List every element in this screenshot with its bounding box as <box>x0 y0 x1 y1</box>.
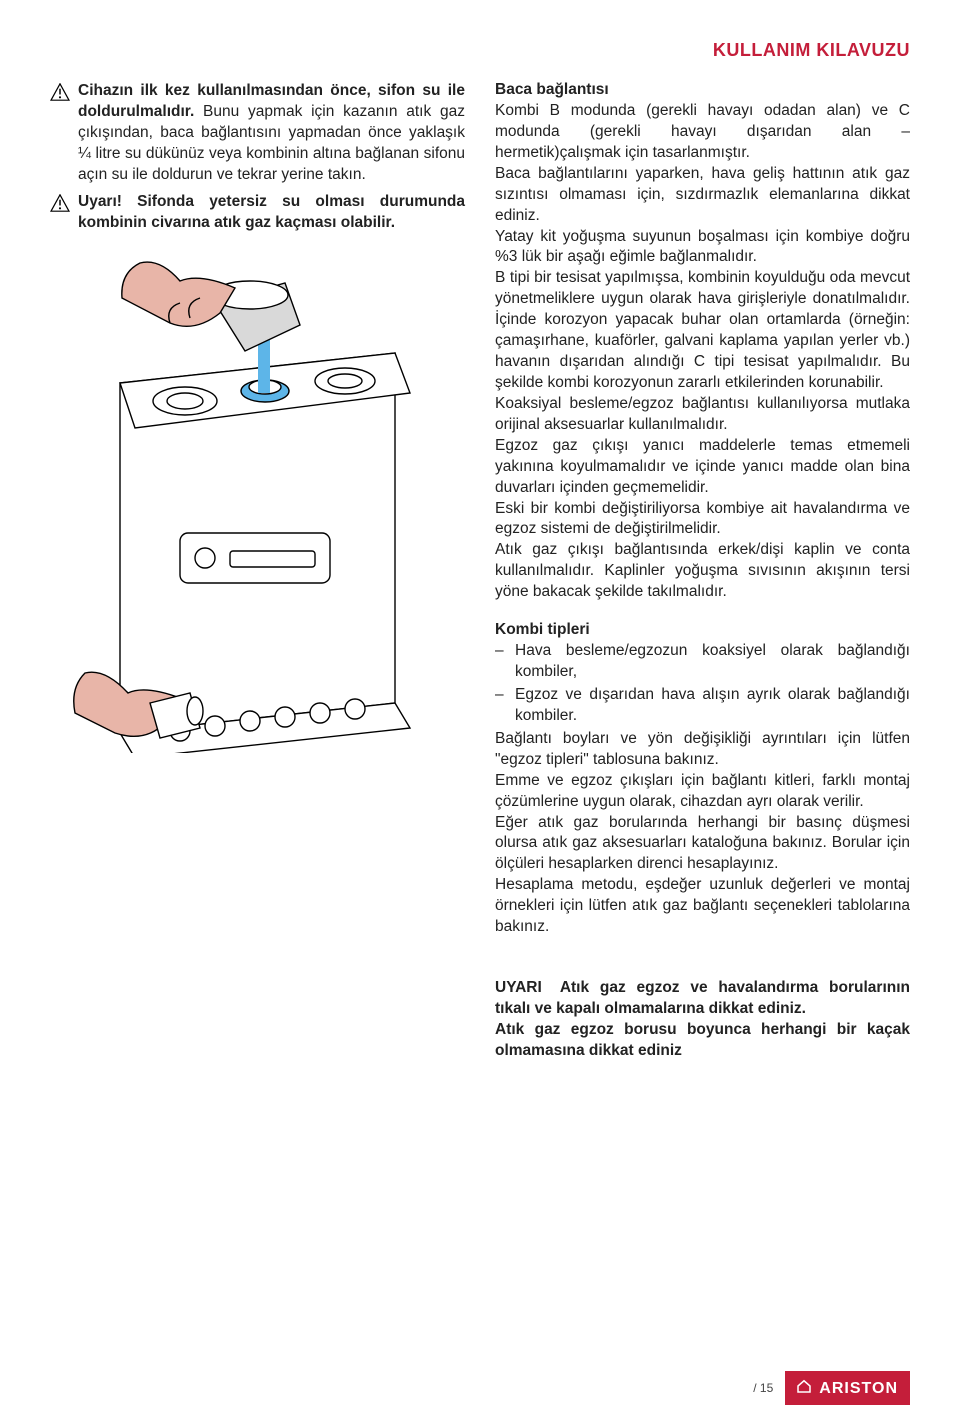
page-footer: / 15 ARISTON <box>753 1371 910 1405</box>
sec1-body: Kombi B modunda (gerekli havayı odadan a… <box>495 101 910 603</box>
dash-bullet: – <box>495 685 507 727</box>
warning-1-text: Cihazın ilk kez kullanılmasından önce, s… <box>78 81 465 186</box>
sec2-title: Kombi tipleri <box>495 621 910 639</box>
list-item: – Hava besleme/egzozun koaksiyel olarak … <box>495 641 910 683</box>
brand-text: ARISTON <box>819 1380 898 1398</box>
section-kombi-tipleri: Kombi tipleri – Hava besleme/egzozun koa… <box>495 621 910 938</box>
content-columns: Cihazın ilk kez kullanılmasından önce, s… <box>50 81 910 1062</box>
sec1-title: Baca bağlantısı <box>495 81 910 99</box>
sec2-body: Bağlantı boyları ve yön değişikliği ayrı… <box>495 729 910 938</box>
warning-triangle-icon <box>50 194 70 217</box>
page-number: / 15 <box>753 1381 773 1395</box>
uyari-text: UYARIAtık gaz egzoz ve havalandırma boru… <box>495 978 910 1062</box>
uyari-block: UYARIAtık gaz egzoz ve havalandırma boru… <box>495 978 910 1062</box>
dash-bullet: – <box>495 641 507 683</box>
list-item-text: Hava besleme/egzozun koaksiyel olarak ba… <box>515 641 910 683</box>
uyari-body: Atık gaz egzoz ve havalandırma boruların… <box>495 979 910 1059</box>
right-column: Baca bağlantısı Kombi B modunda (gerekli… <box>495 81 910 1062</box>
section-baca-baglantisi: Baca bağlantısı Kombi B modunda (gerekli… <box>495 81 910 603</box>
warning-triangle-icon <box>50 83 70 106</box>
list-item-text: Egzoz ve dışarıdan hava alışın ayrık ola… <box>515 685 910 727</box>
illustration-boiler-siphon-fill <box>50 253 465 753</box>
home-icon <box>795 1377 813 1400</box>
warning-block-1: Cihazın ilk kez kullanılmasından önce, s… <box>50 81 465 186</box>
left-column: Cihazın ilk kez kullanılmasından önce, s… <box>50 81 465 1062</box>
uyari-label: UYARI <box>495 978 542 999</box>
warning-2-text: Uyarı! Sifonda yetersiz su olması durumu… <box>78 192 465 234</box>
page-header-title: KULLANIM KILAVUZU <box>50 40 910 61</box>
list-item: – Egzoz ve dışarıdan hava alışın ayrık o… <box>495 685 910 727</box>
brand-logo: ARISTON <box>785 1371 910 1405</box>
warning-block-2: Uyarı! Sifonda yetersiz su olması durumu… <box>50 192 465 234</box>
